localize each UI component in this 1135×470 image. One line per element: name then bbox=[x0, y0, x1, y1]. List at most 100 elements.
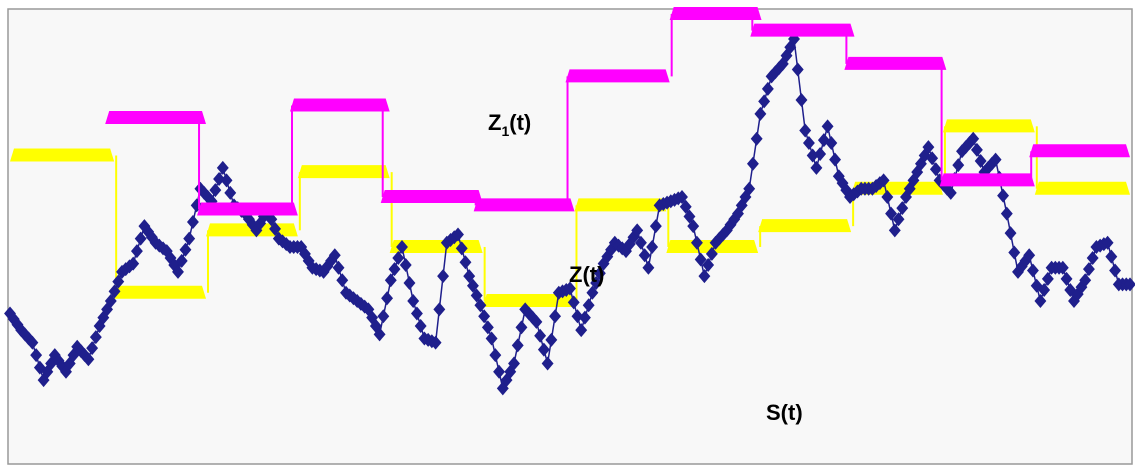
s-point-34-0 bbox=[384, 273, 397, 288]
z1-step-6 bbox=[669, 7, 762, 20]
s-point-61-1 bbox=[690, 235, 703, 250]
s-point-62-1 bbox=[702, 257, 715, 272]
s-point-15-1 bbox=[175, 253, 188, 268]
s-point-98-0 bbox=[1101, 235, 1114, 250]
s-point-96-0 bbox=[1079, 273, 1092, 288]
s-point-52-1 bbox=[590, 276, 603, 291]
s-point-23-1 bbox=[265, 212, 278, 227]
s-point-80-1 bbox=[903, 181, 916, 196]
s-point-75-1 bbox=[847, 187, 860, 202]
s-point-94-1 bbox=[1060, 271, 1073, 286]
s-point-0-0 bbox=[4, 306, 16, 321]
z-step-8 bbox=[758, 219, 852, 233]
s-point-95-1 bbox=[1071, 287, 1084, 302]
s-point-36-2 bbox=[414, 319, 427, 333]
s-point-43-0 bbox=[485, 331, 498, 346]
s-point-7-1 bbox=[86, 341, 99, 356]
s-point-61-0 bbox=[687, 219, 700, 234]
z1-annotation-sub: 1 bbox=[501, 123, 509, 139]
s-point-38-1 bbox=[433, 302, 446, 317]
s-point-18-2 bbox=[213, 172, 226, 187]
s-point-51-2 bbox=[582, 298, 595, 313]
s-annotation: S(t) bbox=[766, 400, 803, 425]
s-point-11-0 bbox=[127, 256, 140, 271]
s-point-70-1 bbox=[791, 62, 804, 77]
s-point-36-0 bbox=[407, 294, 420, 309]
s-point-82-0 bbox=[922, 140, 935, 155]
s-point-52-2 bbox=[593, 266, 606, 281]
s-point-91-1 bbox=[1026, 263, 1039, 278]
s-point-6-0 bbox=[71, 339, 84, 354]
s-point-68-0 bbox=[765, 69, 778, 84]
s-point-33-2 bbox=[381, 291, 394, 306]
s-point-96-2 bbox=[1086, 251, 1099, 266]
s-point-42-2 bbox=[481, 320, 494, 335]
s-point-91-0 bbox=[1023, 248, 1036, 263]
s-point-4-0 bbox=[48, 348, 61, 363]
z-step-10 bbox=[942, 119, 1035, 133]
s-point-90-1 bbox=[1015, 259, 1028, 274]
s-point-72-2 bbox=[817, 133, 830, 148]
s-point-89-1 bbox=[1004, 226, 1017, 241]
z-step-5 bbox=[482, 294, 575, 308]
z1-annotation: Z1(t) bbox=[488, 110, 531, 139]
s-point-72-1 bbox=[814, 147, 827, 162]
s-point-55-1 bbox=[623, 237, 636, 252]
s-point-2-1 bbox=[30, 348, 43, 363]
z1-step-4 bbox=[473, 198, 575, 212]
s-point-40-2 bbox=[459, 255, 472, 270]
s-point-77-2 bbox=[873, 176, 886, 191]
s-point-9-1 bbox=[108, 284, 121, 299]
s-point-62-0 bbox=[698, 269, 711, 284]
s-point-74-2 bbox=[840, 183, 853, 198]
s-point-15-0 bbox=[172, 264, 184, 279]
s-point-60-1 bbox=[679, 199, 692, 214]
s-point-66-2 bbox=[750, 131, 763, 146]
s-point-84-0 bbox=[944, 185, 957, 200]
z-annotation: Z(t) bbox=[569, 262, 604, 287]
s-point-67-2 bbox=[761, 81, 774, 96]
s-point-73-1 bbox=[825, 135, 838, 150]
s-point-42-0 bbox=[474, 298, 487, 313]
s-point-16-0 bbox=[183, 231, 196, 246]
s-point-67-0 bbox=[754, 106, 767, 121]
s-point-70-2 bbox=[795, 92, 808, 107]
s-point-57-0 bbox=[642, 260, 655, 275]
s-point-48-2 bbox=[549, 309, 562, 324]
s-point-2-2 bbox=[33, 360, 46, 375]
s-point-44-2 bbox=[504, 364, 517, 379]
s-point-66-1 bbox=[746, 156, 759, 171]
s-point-2-0 bbox=[26, 335, 39, 350]
s-point-85-1 bbox=[959, 140, 972, 155]
s-point-64-0 bbox=[720, 223, 733, 238]
s-point-89-2 bbox=[1008, 245, 1021, 260]
s-point-98-1 bbox=[1105, 249, 1118, 264]
s-point-26-1 bbox=[298, 246, 311, 261]
s-point-38-0 bbox=[429, 335, 442, 350]
s-point-57-1 bbox=[646, 239, 659, 254]
s-point-48-0 bbox=[541, 356, 554, 371]
s-point-6-2 bbox=[78, 348, 91, 363]
s-point-50-1 bbox=[567, 295, 580, 310]
s-point-43-1 bbox=[489, 348, 502, 363]
s-point-33-1 bbox=[377, 309, 390, 324]
s-point-71-2 bbox=[806, 148, 819, 163]
s-point-61-2 bbox=[694, 252, 707, 267]
s-point-29-1 bbox=[332, 260, 345, 275]
s-point-86-1 bbox=[970, 142, 983, 157]
z-step-0 bbox=[10, 148, 115, 162]
s-point-51-1 bbox=[578, 310, 591, 325]
s-point-62-2 bbox=[705, 246, 718, 261]
s-point-19-0 bbox=[216, 160, 229, 175]
s-point-41-0 bbox=[463, 269, 476, 284]
s-point-56-2 bbox=[638, 248, 651, 263]
s-point-5-1 bbox=[63, 356, 76, 371]
s-point-66-0 bbox=[743, 181, 756, 196]
z1-series-group bbox=[105, 7, 1130, 216]
s-point-14-2 bbox=[168, 257, 181, 272]
s-point-45-1 bbox=[511, 338, 524, 353]
z1-step-0 bbox=[105, 111, 206, 124]
s-point-42-1 bbox=[478, 309, 491, 324]
s-point-35-1 bbox=[399, 257, 412, 272]
s-point-17-1 bbox=[198, 185, 211, 200]
